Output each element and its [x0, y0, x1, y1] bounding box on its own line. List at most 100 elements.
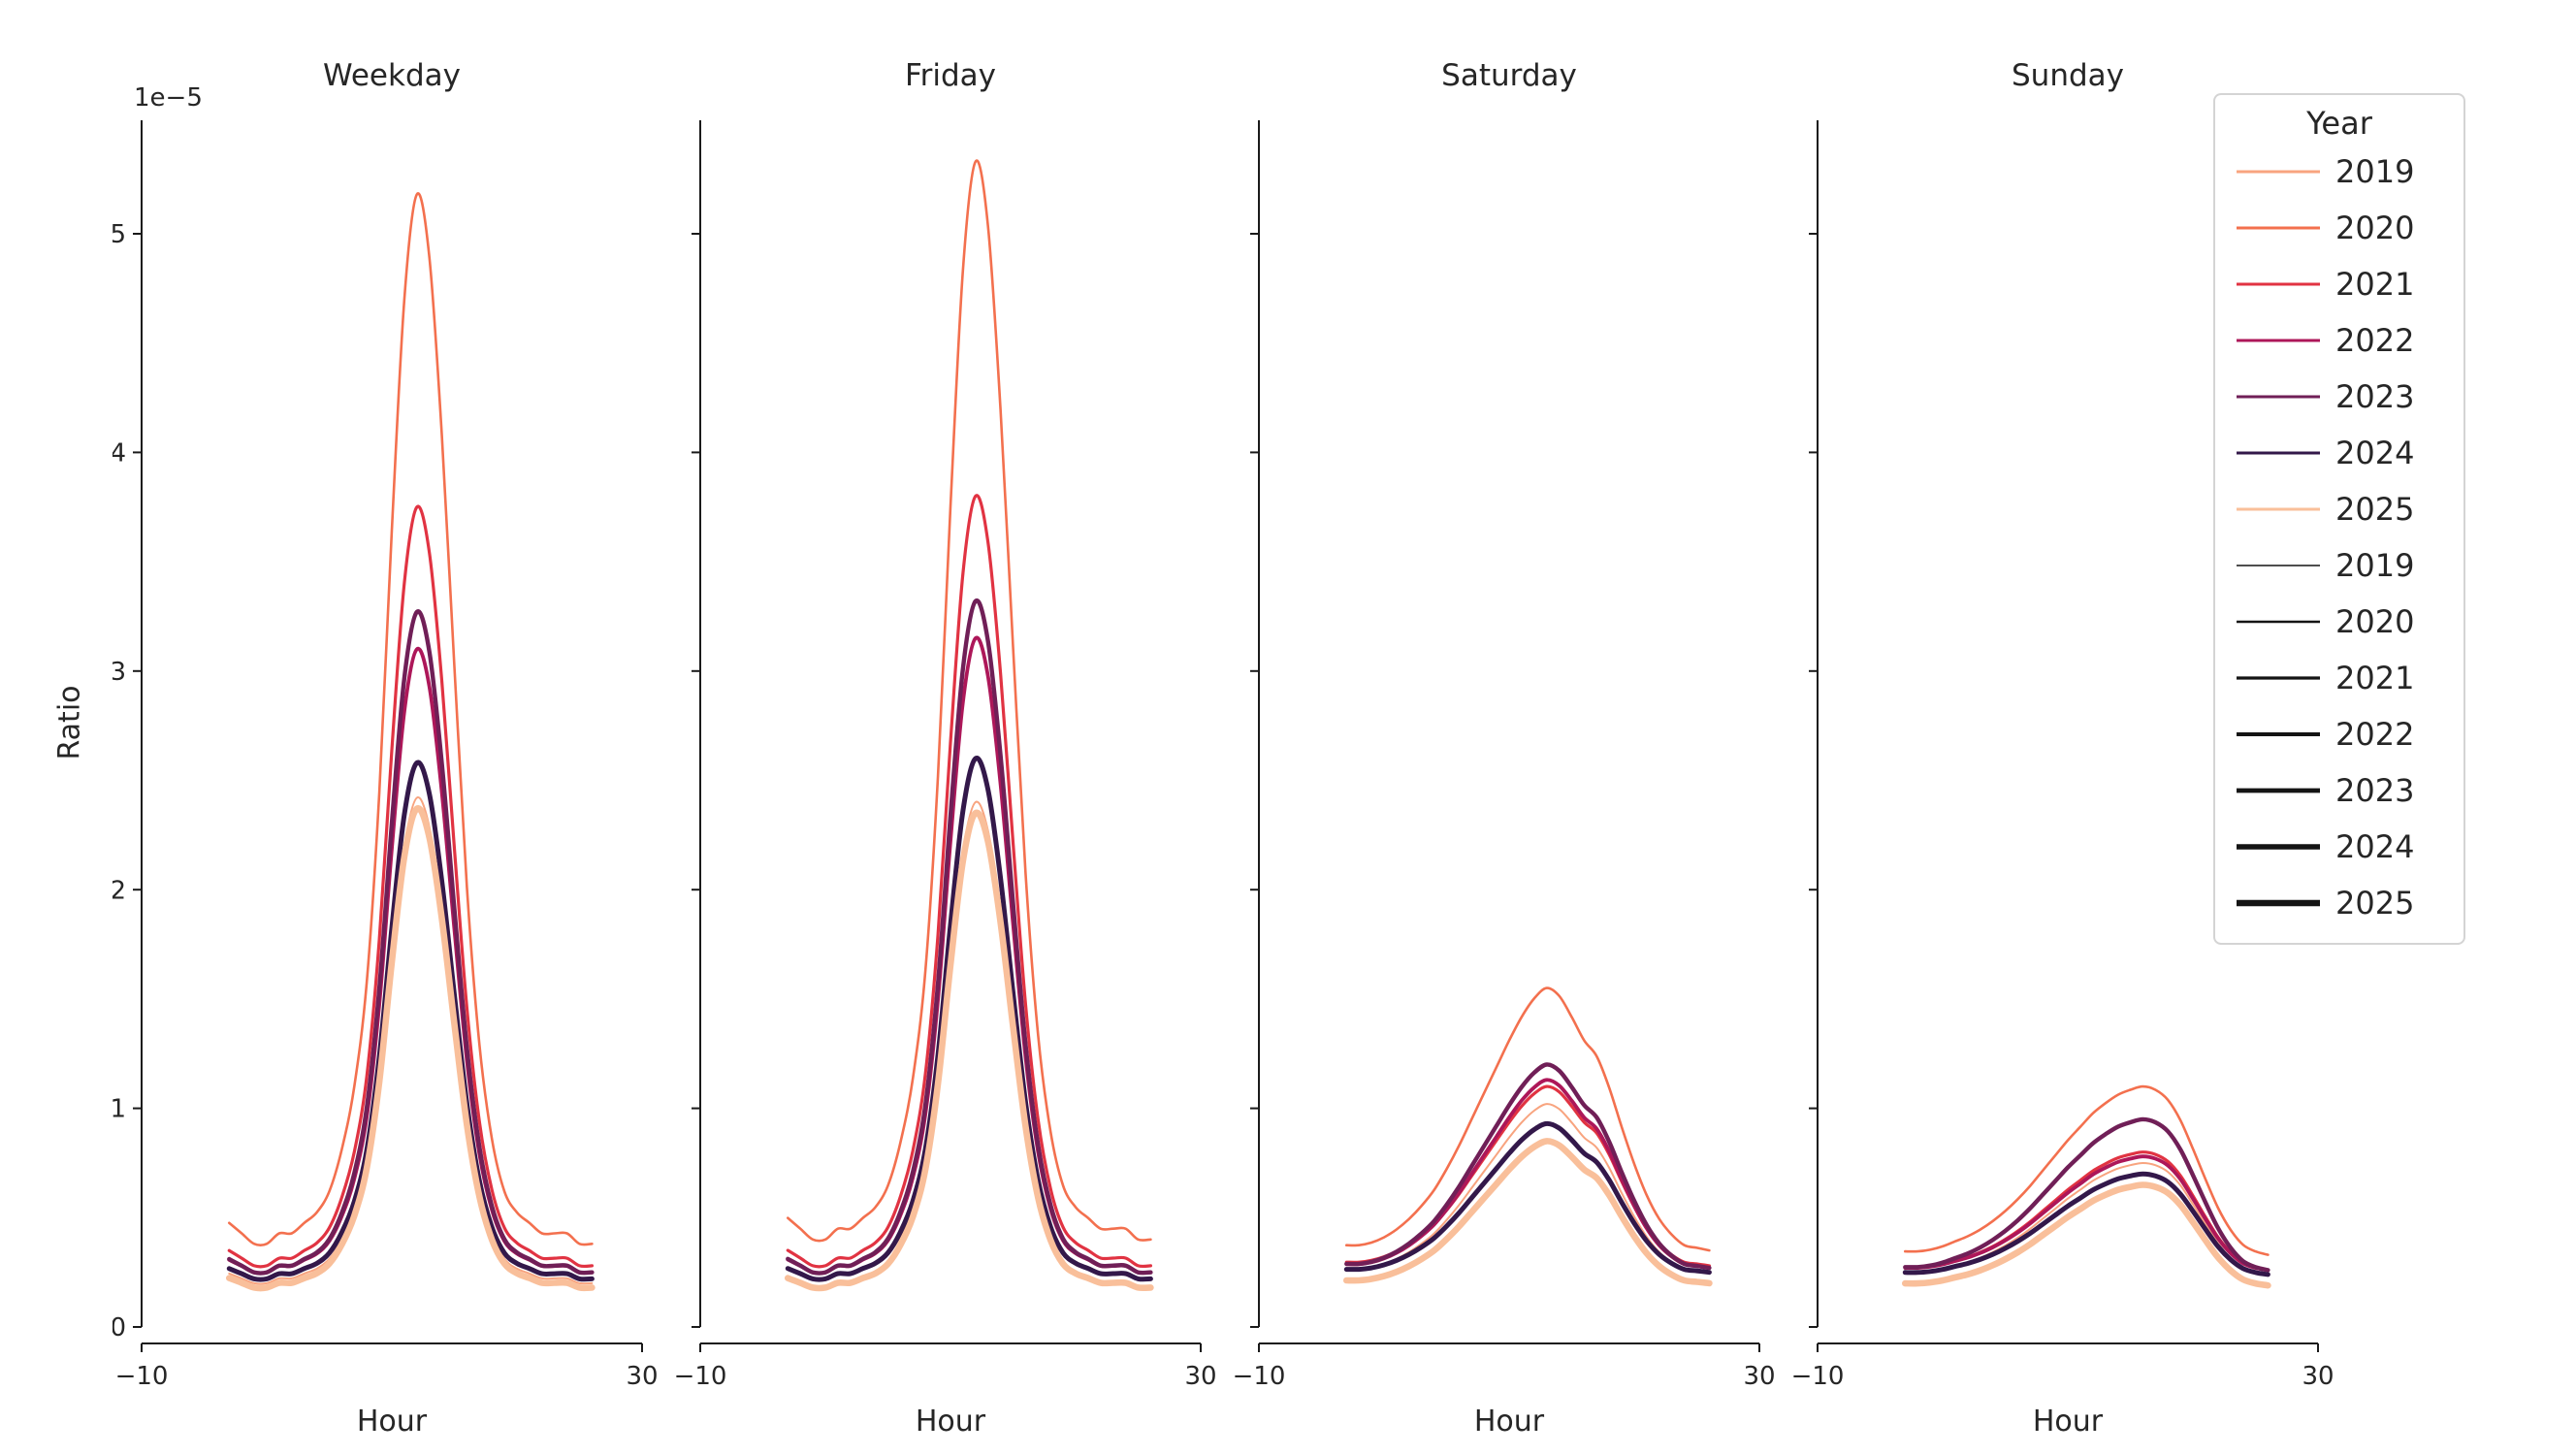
- legend-entry-size-2022: 2022: [2215, 706, 2463, 762]
- series-line-2023: [1344, 1062, 1712, 1271]
- legend-entry-size-2020: 2020: [2215, 594, 2463, 650]
- legend: Year 2019 2020 2021 2022 2023 2024 2025 2019 202…: [2213, 93, 2465, 945]
- facet-title-saturday: Saturday: [1441, 58, 1577, 93]
- legend-entry-size-2023: 2023: [2215, 762, 2463, 819]
- x-tick-label: −10: [115, 1362, 169, 1391]
- legend-line-swatch: [2237, 732, 2320, 736]
- legend-entry-label: 2023: [2335, 772, 2415, 809]
- series-line-2023: [1903, 1116, 2270, 1273]
- x-axis-label: Hour: [2032, 1405, 2104, 1439]
- series-line-2019: [228, 796, 594, 1285]
- series-line-2024: [1343, 1120, 1712, 1276]
- series-line-2024: [785, 756, 1153, 1282]
- legend-entry-color-2021: 2021: [2215, 256, 2463, 312]
- legend-entry-label: 2020: [2335, 603, 2415, 640]
- legend-line-swatch: [2237, 282, 2320, 286]
- legend-line-swatch: [2237, 339, 2320, 342]
- x-tick-label: −10: [1233, 1362, 1286, 1391]
- legend-entry-color-2022: 2022: [2215, 312, 2463, 369]
- legend-entry-color-2024: 2024: [2215, 425, 2463, 481]
- facet-row: Weekday 0 1 2 3 4 5 −10 30 Hour Friday −10 30 Ho…: [113, 56, 2347, 1439]
- y-tick-label: 4: [113, 439, 126, 469]
- legend-entry-size-2025: 2025: [2215, 875, 2463, 931]
- legend-entry-label: 2019: [2335, 153, 2415, 190]
- y-tick-label: 1: [113, 1095, 126, 1124]
- legend-entry-label: 2024: [2335, 435, 2415, 471]
- legend-line-swatch: [2237, 620, 2320, 624]
- x-axis-label: Hour: [1473, 1405, 1545, 1439]
- legend-line-swatch: [2237, 788, 2320, 793]
- legend-line-swatch: [2237, 451, 2320, 455]
- series-line-2024: [1902, 1171, 2270, 1277]
- legend-line-swatch: [2237, 226, 2320, 230]
- series-line-2022: [227, 646, 595, 1276]
- legend-line-swatch: [2237, 507, 2320, 511]
- legend-entry-label: 2024: [2335, 828, 2415, 865]
- y-tick-label: 2: [113, 876, 126, 905]
- legend-entry-color-2025: 2025: [2215, 481, 2463, 537]
- series-line-2020: [787, 159, 1152, 1243]
- legend-entry-size-2019: 2019: [2215, 537, 2463, 594]
- weekday-plot: 0 1 2 3 4 5 −10 30: [113, 120, 659, 1391]
- legend-entry-label: 2022: [2335, 716, 2415, 753]
- legend-entry-size-2024: 2024: [2215, 819, 2463, 875]
- sunday-plot: −10 30: [1791, 120, 2334, 1391]
- legend-entry-label: 2021: [2335, 266, 2415, 303]
- series-line-2022: [786, 635, 1153, 1276]
- x-tick-label: 30: [2302, 1362, 2334, 1391]
- x-tick-label: −10: [1791, 1362, 1845, 1391]
- series-line-2020: [1904, 1084, 2270, 1256]
- legend-entry-color-2023: 2023: [2215, 369, 2463, 425]
- legend-entry-color-2019: 2019: [2215, 144, 2463, 200]
- series-line-2024: [226, 760, 595, 1282]
- series-line-2020: [1345, 986, 1711, 1252]
- series-line-2025: [1343, 1138, 1713, 1287]
- legend-line-swatch: [2237, 565, 2320, 566]
- series-line-2021: [227, 504, 594, 1269]
- legend-entry-label: 2025: [2335, 491, 2415, 528]
- legend-entry-label: 2022: [2335, 322, 2415, 359]
- facet-saturday: Saturday −10 30 Hour: [1230, 56, 1788, 1439]
- series-line-2022: [1903, 1154, 2270, 1273]
- x-axis-label: Hour: [915, 1405, 986, 1439]
- facet-sunday: Sunday −10 30 Hour: [1788, 56, 2347, 1439]
- y-tick-label: 0: [113, 1313, 126, 1342]
- series-line-2020: [228, 192, 594, 1247]
- legend-line-swatch: [2237, 395, 2320, 399]
- series-line-2025: [1902, 1181, 2271, 1289]
- y-tick-label: 3: [113, 658, 126, 687]
- legend-line-swatch: [2237, 676, 2320, 680]
- x-axis-label: Hour: [356, 1405, 428, 1439]
- legend-entry-size-2021: 2021: [2215, 650, 2463, 706]
- x-tick-label: 30: [1743, 1362, 1775, 1391]
- facet-title-sunday: Sunday: [2012, 58, 2124, 93]
- series-line-2023: [227, 609, 595, 1276]
- y-tick-label: 5: [113, 220, 126, 249]
- legend-entry-label: 2025: [2335, 885, 2415, 922]
- x-tick-label: 30: [1184, 1362, 1216, 1391]
- series-line-2025: [226, 805, 596, 1292]
- legend-line-swatch: [2237, 170, 2320, 174]
- y-scale-offset-label: 1e−5: [134, 83, 203, 113]
- facet-friday: Friday −10 30 Hour: [671, 56, 1230, 1439]
- friday-plot: −10 30: [674, 120, 1217, 1391]
- x-tick-label: 30: [626, 1362, 658, 1391]
- legend-title: Year: [2306, 105, 2372, 142]
- facet-weekday: Weekday 0 1 2 3 4 5 −10 30 Hour: [113, 56, 671, 1439]
- series-line-2021: [786, 494, 1152, 1269]
- legend-line-swatch: [2237, 844, 2320, 850]
- x-tick-label: −10: [674, 1362, 727, 1391]
- legend-entries: 2019 2020 2021 2022 2023 2024 2025 2019 2020 2021…: [2215, 144, 2463, 931]
- facet-title-weekday: Weekday: [323, 58, 461, 93]
- legend-entry-label: 2019: [2335, 547, 2415, 584]
- series-line-2023: [786, 598, 1153, 1276]
- series-line-2025: [785, 809, 1154, 1292]
- legend-entry-color-2020: 2020: [2215, 200, 2463, 256]
- legend-entry-label: 2023: [2335, 378, 2415, 415]
- saturday-plot: −10 30: [1233, 120, 1776, 1391]
- legend-entry-label: 2021: [2335, 660, 2415, 696]
- legend-entry-label: 2020: [2335, 210, 2415, 246]
- facet-title-friday: Friday: [905, 58, 996, 93]
- series-line-2019: [787, 800, 1152, 1280]
